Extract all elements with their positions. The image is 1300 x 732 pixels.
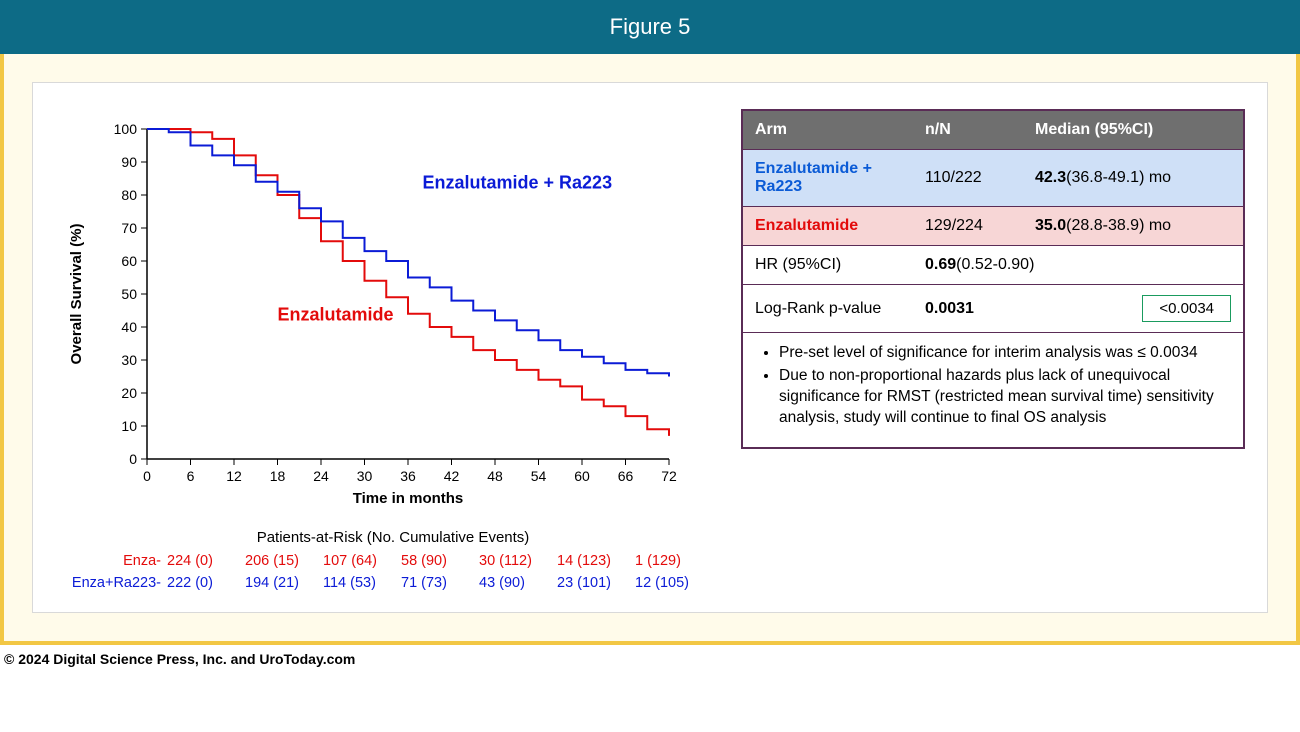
km-chart-panel: 0 10 20 30 40 50 60 70 80 90 100 0 6 12 18 24 30 36 42 48 54… <box>55 109 713 594</box>
risk-cell: 43 (90) <box>479 575 557 591</box>
svg-text:24: 24 <box>313 468 329 484</box>
header-nN: n/N <box>913 111 1023 149</box>
svg-text:90: 90 <box>121 154 137 170</box>
svg-text:36: 36 <box>400 468 416 484</box>
risk-cell: 58 (90) <box>401 553 479 569</box>
p-label: Log-Rank p-value <box>743 285 913 332</box>
svg-text:Overall Survival (%): Overall Survival (%) <box>68 224 85 365</box>
figure-content: 0 10 20 30 40 50 60 70 80 90 100 0 6 12 18 24 30 36 42 48 54… <box>32 82 1268 613</box>
hr-value: 0.69 (0.52-0.90) <box>913 246 1243 284</box>
svg-text:30: 30 <box>121 352 137 368</box>
header-median: Median (95%CI) <box>1023 111 1243 149</box>
svg-text:100: 100 <box>114 121 138 137</box>
risk-cell: 222 (0) <box>167 575 245 591</box>
p-value-cell: 0.0031 <0.0034 <box>913 285 1243 332</box>
risk-cell: 1 (129) <box>635 553 713 569</box>
svg-text:Time in months: Time in months <box>353 490 464 507</box>
svg-text:30: 30 <box>357 468 373 484</box>
svg-text:80: 80 <box>121 187 137 203</box>
svg-text:6: 6 <box>187 468 195 484</box>
risk-cell: 194 (21) <box>245 575 323 591</box>
figure-header: Figure 5 <box>0 0 1300 54</box>
combo-median: 42.3 (36.8-49.1) mo <box>1023 150 1243 206</box>
row-pvalue: Log-Rank p-value 0.0031 <0.0034 <box>743 285 1243 333</box>
row-enza: Enzalutamide 129/224 35.0 (28.8-38.9) mo <box>743 207 1243 246</box>
risk-row: Enza-224 (0)206 (15)107 (64)58 (90)30 (1… <box>59 550 713 572</box>
svg-text:12: 12 <box>226 468 242 484</box>
svg-text:54: 54 <box>531 468 547 484</box>
patients-at-risk-table: Enza-224 (0)206 (15)107 (64)58 (90)30 (1… <box>59 550 713 594</box>
risk-cell: 107 (64) <box>323 553 401 569</box>
risk-cell: 71 (73) <box>401 575 479 591</box>
combo-nN: 110/222 <box>913 150 1023 206</box>
notes-list: Pre-set level of significance for interi… <box>755 343 1231 429</box>
svg-text:Enzalutamide + Ra223: Enzalutamide + Ra223 <box>423 172 613 192</box>
svg-text:42: 42 <box>444 468 460 484</box>
stats-header-row: Arm n/N Median (95%CI) <box>743 111 1243 150</box>
p-value: 0.0031 <box>925 300 974 318</box>
svg-text:Enzalutamide: Enzalutamide <box>278 304 394 324</box>
risk-table-caption: Patients-at-Risk (No. Cumulative Events) <box>133 529 653 546</box>
svg-text:66: 66 <box>618 468 634 484</box>
svg-text:0: 0 <box>129 451 137 467</box>
enza-label: Enzalutamide <box>743 207 913 245</box>
combo-label: Enzalutamide + Ra223 <box>743 150 913 206</box>
row-hr: HR (95%CI) 0.69 (0.52-0.90) <box>743 246 1243 285</box>
risk-cell: 14 (123) <box>557 553 635 569</box>
figure-title: Figure 5 <box>610 14 691 39</box>
km-chart: 0 10 20 30 40 50 60 70 80 90 100 0 6 12 18 24 30 36 42 48 54… <box>55 109 695 529</box>
risk-cell: 206 (15) <box>245 553 323 569</box>
svg-text:72: 72 <box>661 468 677 484</box>
svg-text:40: 40 <box>121 319 137 335</box>
hr-label: HR (95%CI) <box>743 246 913 284</box>
risk-cell: 30 (112) <box>479 553 557 569</box>
row-combo: Enzalutamide + Ra223 110/222 42.3 (36.8-… <box>743 150 1243 207</box>
svg-text:0: 0 <box>143 468 151 484</box>
svg-text:60: 60 <box>574 468 590 484</box>
row-notes: Pre-set level of significance for interi… <box>743 333 1243 447</box>
copyright-line: © 2024 Digital Science Press, Inc. and U… <box>0 645 1300 669</box>
note-item: Due to non-proportional hazards plus lac… <box>779 366 1231 429</box>
svg-text:20: 20 <box>121 385 137 401</box>
risk-row-label: Enza+Ra223- <box>59 575 167 591</box>
svg-text:50: 50 <box>121 286 137 302</box>
stats-table: Arm n/N Median (95%CI) Enzalutamide + Ra… <box>741 109 1245 449</box>
svg-text:60: 60 <box>121 253 137 269</box>
svg-text:10: 10 <box>121 418 137 434</box>
enza-nN: 129/224 <box>913 207 1023 245</box>
risk-cell: 23 (101) <box>557 575 635 591</box>
risk-row-label: Enza- <box>59 553 167 569</box>
svg-text:48: 48 <box>487 468 503 484</box>
risk-cell: 12 (105) <box>635 575 713 591</box>
enza-median: 35.0 (28.8-38.9) mo <box>1023 207 1243 245</box>
figure-frame: 0 10 20 30 40 50 60 70 80 90 100 0 6 12 18 24 30 36 42 48 54… <box>0 54 1300 645</box>
risk-row: Enza+Ra223-222 (0)194 (21)114 (53)71 (73… <box>59 572 713 594</box>
svg-text:70: 70 <box>121 220 137 236</box>
p-threshold-box: <0.0034 <box>1142 295 1231 322</box>
note-item: Pre-set level of significance for interi… <box>779 343 1231 364</box>
svg-text:18: 18 <box>270 468 286 484</box>
risk-cell: 224 (0) <box>167 553 245 569</box>
risk-cell: 114 (53) <box>323 575 401 591</box>
header-arm: Arm <box>743 111 913 149</box>
